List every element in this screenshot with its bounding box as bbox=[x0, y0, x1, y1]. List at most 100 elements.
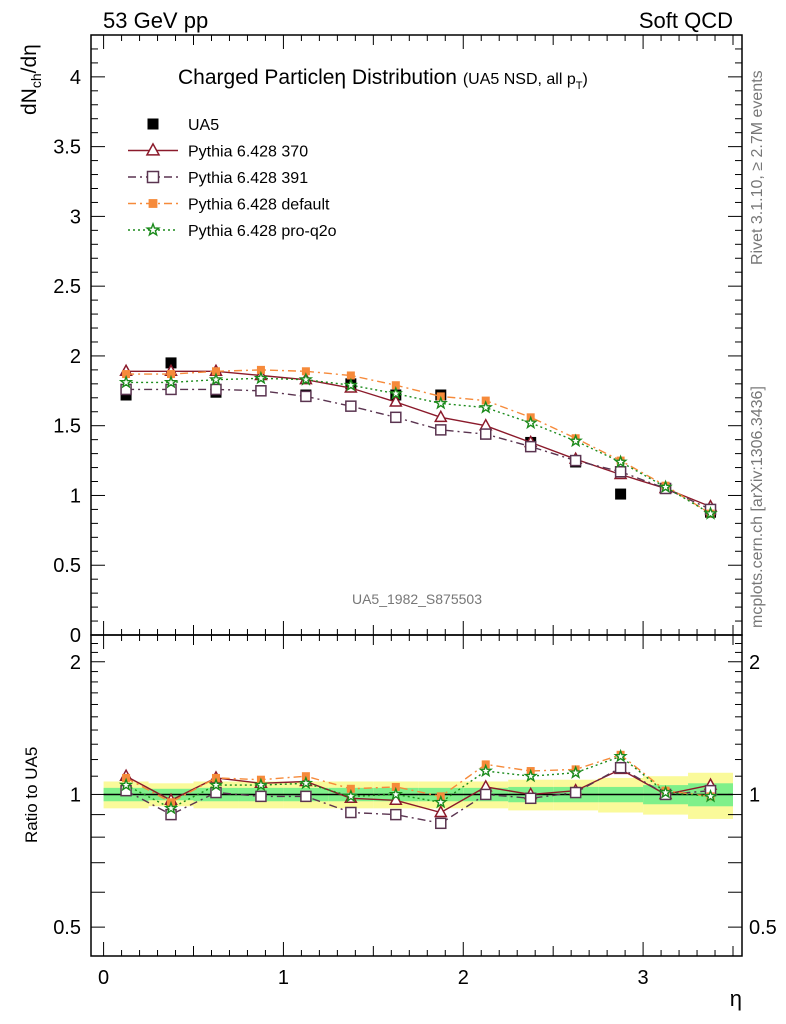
header-right: Soft QCD bbox=[639, 8, 733, 33]
main-y-tick-label: 0 bbox=[70, 625, 81, 647]
data-point bbox=[613, 454, 628, 469]
ratio-point bbox=[343, 788, 359, 803]
ratio-point bbox=[524, 792, 537, 805]
series-pythia-6-428-370 bbox=[119, 363, 718, 512]
ratio-point bbox=[300, 790, 312, 803]
main-y-tick-label: 1.5 bbox=[53, 416, 81, 438]
data-point bbox=[122, 370, 131, 379]
data-point bbox=[434, 409, 448, 423]
main-y-tick-label: 3 bbox=[70, 206, 81, 228]
ratio-frame bbox=[90, 634, 743, 957]
ratio-x-tick-label: 0 bbox=[98, 967, 109, 989]
data-point bbox=[435, 424, 447, 436]
legend-label: Pythia 6.428 default bbox=[188, 197, 330, 214]
ratio-y-tick-label: 0.5 bbox=[53, 917, 81, 939]
data-point bbox=[703, 506, 718, 520]
data-point bbox=[301, 367, 310, 376]
ratio-y-tick-label-right: 2 bbox=[749, 652, 760, 674]
ratio-x-tick-label: 2 bbox=[458, 967, 469, 989]
data-point bbox=[345, 400, 357, 412]
series-line bbox=[126, 370, 711, 508]
header-left: 53 GeV pp bbox=[103, 8, 208, 33]
ratio-series-pythia-6-428-pro-q2o bbox=[118, 748, 718, 815]
data-point bbox=[255, 385, 267, 397]
rivet-label: Rivet 3.1.10, ≥ 2.7M events bbox=[749, 70, 766, 265]
plot-title-main: Charged Particleη Distribution bbox=[178, 66, 457, 89]
ratio-y-tick-label: 2 bbox=[70, 652, 81, 674]
legend: UA5 Pythia 6.428 370 Pythia 6.428 391 Pythi… bbox=[128, 117, 337, 240]
data-point bbox=[433, 395, 448, 410]
main-y-tick-label: 2 bbox=[70, 346, 81, 368]
data-point bbox=[208, 372, 224, 386]
plot-title: Charged Particleη Distribution (UA5 NSD,… bbox=[178, 66, 588, 92]
plot-title-sub-t: T bbox=[576, 80, 583, 92]
main-y-tick-label: 1 bbox=[70, 485, 81, 507]
legend-marker bbox=[147, 118, 159, 130]
ratio-point bbox=[346, 784, 355, 793]
ratio-y-tick-label-right: 1 bbox=[749, 784, 760, 806]
data-point bbox=[479, 428, 492, 440]
watermark: UA5_1982_S875503 bbox=[352, 591, 482, 607]
ratio-line bbox=[125, 755, 711, 810]
ratio-point bbox=[388, 786, 403, 801]
ratio-point bbox=[479, 788, 492, 801]
ratio-point bbox=[434, 804, 448, 818]
plot-title-sub: (UA5 NSD, all p bbox=[463, 71, 576, 88]
data-point bbox=[298, 372, 314, 386]
data-point bbox=[389, 394, 403, 407]
ratio-point bbox=[208, 777, 224, 792]
data-point bbox=[391, 381, 400, 390]
ratio-line bbox=[125, 766, 711, 825]
ratio-x-tick-label: 3 bbox=[638, 967, 649, 989]
mcplots-label: mcplots.cern.ch [arXiv:1306.3436] bbox=[749, 386, 766, 628]
data-point bbox=[256, 365, 265, 374]
ratio-point bbox=[253, 777, 269, 792]
ratio-point bbox=[569, 786, 582, 799]
main-y-tick-label: 4 bbox=[70, 67, 81, 89]
ratio-point bbox=[255, 790, 267, 803]
series-line bbox=[126, 369, 711, 515]
ratio-point bbox=[478, 763, 493, 778]
data-point bbox=[523, 415, 538, 430]
data-point bbox=[253, 370, 269, 385]
data-point bbox=[568, 433, 583, 448]
y-axis-label-ratio: Ratio to UA5 bbox=[22, 747, 41, 843]
plot-title-sub-end: ) bbox=[582, 71, 587, 88]
ratio-point bbox=[568, 765, 583, 779]
data-point bbox=[615, 488, 627, 500]
series-pythia-6-428-391 bbox=[120, 383, 717, 516]
ratio-point bbox=[298, 775, 314, 790]
data-point bbox=[388, 385, 403, 400]
data-point bbox=[524, 440, 537, 453]
data-point bbox=[614, 465, 627, 478]
data-point bbox=[211, 367, 220, 376]
legend-marker bbox=[148, 199, 158, 208]
legend-marker bbox=[145, 142, 161, 156]
data-point bbox=[390, 411, 402, 424]
ratio-line bbox=[125, 754, 711, 804]
ratio-point bbox=[435, 817, 447, 830]
data-point bbox=[569, 454, 582, 467]
legend-marker bbox=[145, 221, 161, 237]
legend-label: Pythia 6.428 pro-q2o bbox=[188, 223, 337, 240]
ratio-point bbox=[523, 768, 538, 783]
data-point bbox=[118, 374, 134, 389]
data-point bbox=[167, 370, 176, 379]
data-point bbox=[300, 390, 312, 403]
series-pythia-6-428-pro-q2o bbox=[118, 370, 718, 520]
data-point bbox=[163, 374, 179, 389]
series-ua5 bbox=[120, 357, 717, 518]
main-y-tick-label: 3.5 bbox=[53, 137, 81, 159]
legend-label: Pythia 6.428 370 bbox=[188, 144, 308, 161]
ratio-y-tick-label-right: 0.5 bbox=[749, 917, 777, 939]
data-point bbox=[210, 383, 222, 396]
legend-label: UA5 bbox=[188, 117, 219, 134]
data-point bbox=[165, 357, 177, 369]
data-point bbox=[658, 479, 673, 494]
ratio-point bbox=[163, 800, 179, 815]
data-point bbox=[478, 400, 493, 414]
ratio-point bbox=[658, 784, 673, 799]
y-axis-label-main: dNch/dη bbox=[18, 44, 44, 115]
data-point bbox=[346, 371, 355, 380]
